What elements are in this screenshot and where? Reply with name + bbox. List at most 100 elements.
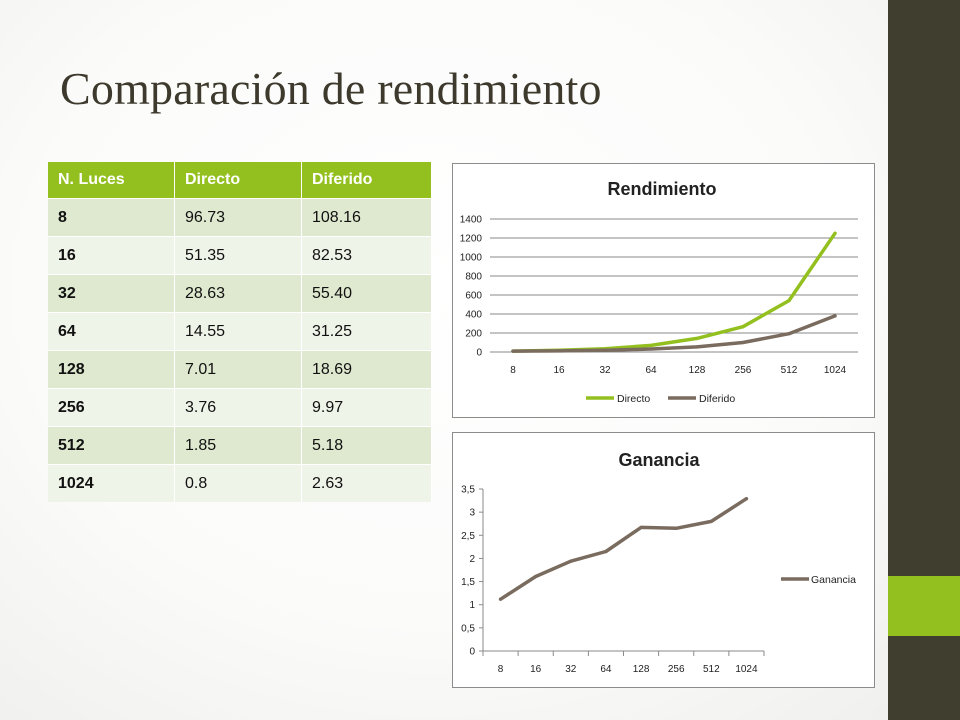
x-tick-label: 512 (703, 664, 720, 675)
x-tick-label: 256 (668, 664, 685, 675)
data-point (557, 349, 561, 353)
series-line-diferido (511, 314, 837, 353)
y-tick-label: 1,5 (461, 577, 475, 588)
side-accent-block (888, 576, 960, 636)
x-tick-label: 1024 (824, 365, 847, 376)
cell-n-luces: 512 (48, 426, 175, 465)
ganancia-chart-svg: Ganancia 0 0,5 1 1,5 2 2,5 3 3,5 8 16 32 64 128 256 512… (461, 450, 856, 675)
y-tick-label: 800 (465, 272, 482, 283)
cell-directo: 51.35 (174, 236, 302, 275)
chart-title: Ganancia (618, 450, 700, 470)
data-point (534, 574, 538, 579)
series-line-ganancia (498, 496, 749, 601)
x-tick-label: 32 (565, 664, 577, 675)
data-point (498, 597, 503, 601)
data-point (787, 299, 791, 303)
cell-diferido: 55.40 (301, 274, 432, 313)
table-row: 8 96.73 108.16 (48, 198, 432, 237)
cell-n-luces: 64 (48, 312, 175, 351)
cell-diferido: 82.53 (301, 236, 432, 275)
chart-title: Rendimiento (607, 179, 716, 199)
y-tick-label: 2,5 (461, 531, 475, 542)
table-row: 32 28.63 55.40 (48, 274, 432, 313)
cell-diferido: 108.16 (301, 198, 432, 237)
header-diferido: Diferido (301, 162, 432, 199)
y-tick-label: 1000 (460, 253, 483, 264)
x-tick-label: 16 (553, 365, 565, 376)
data-point (674, 526, 678, 530)
data-point (709, 519, 713, 523)
cell-directo: 28.63 (174, 274, 302, 313)
x-tick-label: 32 (599, 365, 611, 376)
cell-diferido: 5.18 (301, 426, 432, 465)
x-tick-label: 64 (645, 365, 657, 376)
cell-n-luces: 8 (48, 198, 175, 237)
y-tick-label: 600 (465, 291, 482, 302)
data-point (787, 332, 791, 336)
y-tick-label: 200 (465, 329, 482, 340)
legend-label: Directo (617, 393, 650, 405)
x-tick-label: 1024 (735, 664, 758, 675)
data-point (741, 325, 745, 329)
data-point (604, 549, 608, 554)
cell-diferido: 18.69 (301, 350, 432, 389)
legend-label: Diferido (699, 393, 735, 405)
ganancia-chart: Ganancia 0 0,5 1 1,5 2 2,5 3 3,5 8 16 32 64 128 256 512… (452, 432, 875, 688)
x-tick-label: 128 (689, 365, 706, 376)
y-tick-label: 2 (469, 554, 475, 565)
data-point (741, 340, 745, 345)
cell-directo: 96.73 (174, 198, 302, 237)
data-point (649, 343, 653, 348)
x-tick-label: 16 (530, 664, 542, 675)
cell-n-luces: 128 (48, 350, 175, 389)
table-row: 512 1.85 5.18 (48, 426, 432, 465)
data-point (833, 314, 837, 318)
cell-diferido: 9.97 (301, 388, 432, 427)
cell-n-luces: 256 (48, 388, 175, 427)
performance-table: N. Luces Directo Diferido 8 96.73 108.16… (48, 162, 432, 502)
legend-label: Ganancia (811, 574, 856, 586)
y-tick-label: 3 (469, 508, 475, 519)
cell-diferido: 31.25 (301, 312, 432, 351)
table-row: 16 51.35 82.53 (48, 236, 432, 275)
table-row: 1024 0.8 2.63 (48, 464, 432, 502)
y-tick-label: 0 (469, 647, 475, 658)
x-tick-label: 128 (633, 664, 650, 675)
table-header-row: N. Luces Directo Diferido (48, 162, 432, 199)
data-point (603, 348, 607, 352)
y-tick-label: 400 (465, 310, 482, 321)
data-point (695, 345, 699, 349)
header-directo: Directo (174, 162, 302, 199)
y-tick-label: 1400 (460, 215, 483, 226)
rendimiento-chart-svg: Rendimiento 0 200 400 600 800 1000 1200 1400 8 16 3… (460, 179, 858, 405)
cell-directo: 7.01 (174, 350, 302, 389)
data-point (649, 347, 653, 351)
cell-directo: 0.8 (174, 464, 302, 502)
cell-n-luces: 1024 (48, 464, 175, 502)
y-tick-label: 1200 (460, 234, 483, 245)
slide-title: Comparación de rendimiento (60, 63, 602, 114)
data-point (695, 336, 699, 341)
y-tick-label: 1 (469, 600, 475, 611)
cell-directo: 1.85 (174, 426, 302, 465)
data-point (639, 525, 643, 530)
y-tick-label: 0 (476, 348, 482, 359)
cell-n-luces: 32 (48, 274, 175, 313)
header-n-luces: N. Luces (48, 162, 175, 199)
data-point (833, 231, 837, 235)
x-tick-label: 8 (498, 664, 504, 675)
cell-directo: 3.76 (174, 388, 302, 427)
x-tick-label: 256 (735, 365, 752, 376)
y-tick-label: 3,5 (461, 485, 475, 496)
data-point (744, 497, 749, 501)
table-row: 128 7.01 18.69 (48, 350, 432, 389)
cell-n-luces: 16 (48, 236, 175, 275)
rendimiento-chart: Rendimiento 0 200 400 600 800 1000 1200 1400 8 16 3… (452, 163, 875, 418)
data-point (569, 559, 573, 563)
x-tick-label: 64 (600, 664, 612, 675)
cell-diferido: 2.63 (301, 464, 432, 502)
x-tick-label: 512 (781, 365, 798, 376)
x-tick-label: 8 (510, 365, 516, 376)
table-row: 64 14.55 31.25 (48, 312, 432, 351)
y-tick-label: 0,5 (461, 623, 475, 634)
